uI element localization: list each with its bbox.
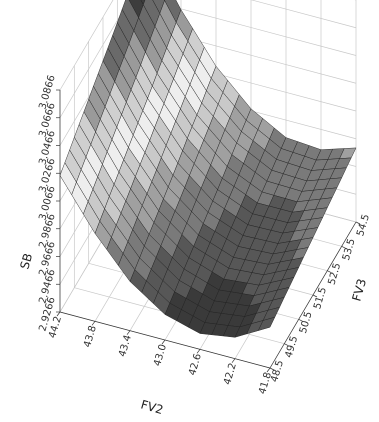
x-axis-tick xyxy=(91,321,96,326)
x-axis-title: FV2 xyxy=(139,397,165,417)
x-tick-label: 42.6 xyxy=(187,352,204,376)
surface-cell xyxy=(257,316,276,331)
x-axis-tick xyxy=(161,339,166,345)
x-axis-tick xyxy=(196,349,201,354)
y-axis-tick xyxy=(269,367,275,371)
x-tick-label: 43.0 xyxy=(152,343,169,367)
y-axis-tick xyxy=(355,221,361,225)
side-wall-grid-line xyxy=(59,0,130,118)
x-axis-tick xyxy=(266,367,271,373)
back-wall-grid-line xyxy=(250,0,357,29)
z-axis-title: SB xyxy=(17,252,35,271)
y-tick-label: 50.5 xyxy=(298,310,315,334)
x-tick-label: 43.8 xyxy=(82,324,99,348)
x-axis-tick xyxy=(56,311,61,317)
y-tick-label: 48.5 xyxy=(269,359,286,383)
y-axis-tick xyxy=(327,270,332,273)
y-axis-tick xyxy=(298,319,303,322)
x-tick-label: 42.2 xyxy=(222,362,239,386)
surface-mesh xyxy=(59,0,357,338)
y-tick-label: 49.5 xyxy=(284,335,301,359)
x-tick-label: 43.4 xyxy=(117,334,134,358)
x-axis-tick xyxy=(231,358,236,363)
y-axis-tick xyxy=(312,294,318,298)
y-tick-label: 53.5 xyxy=(341,237,358,261)
y-axis-title: FV3 xyxy=(349,277,369,303)
surface-cell xyxy=(140,0,146,6)
y-axis-tick xyxy=(341,246,346,249)
y-tick-label: 54.5 xyxy=(355,213,372,237)
y-tick-label: 52.5 xyxy=(327,262,344,286)
side-wall-grid-line xyxy=(59,0,114,91)
y-tick-label: 51.5 xyxy=(312,286,329,310)
back-wall-grid-line xyxy=(146,0,357,56)
y-axis-tick xyxy=(284,343,289,346)
x-axis-tick xyxy=(126,330,131,335)
